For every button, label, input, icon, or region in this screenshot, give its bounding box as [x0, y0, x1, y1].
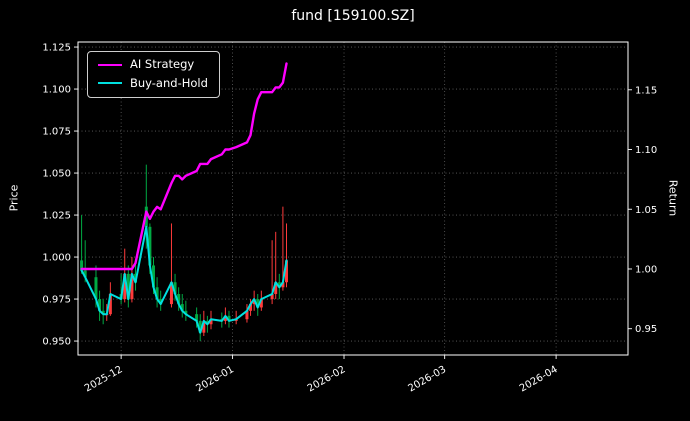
right-tick-label: 1.10 [635, 145, 657, 156]
left-tick-label: 1.075 [42, 127, 71, 138]
candle-body [80, 260, 84, 271]
candle-body [209, 319, 213, 325]
candle-body [94, 277, 98, 300]
candle-body [281, 282, 285, 288]
candle-body [83, 270, 87, 278]
candle-body [274, 282, 278, 295]
candle-body [130, 273, 134, 300]
left-tick-label: 1.025 [42, 211, 71, 222]
x-tick-label: 2026-03 [406, 364, 448, 394]
right-tick-label: 1.05 [635, 205, 657, 216]
x-tick-label: 2026-01 [194, 364, 236, 394]
chart-title: fund [159100.SZ] [291, 8, 415, 24]
candle-body [159, 299, 163, 305]
candle-body [202, 320, 206, 333]
candle-body [277, 282, 281, 288]
left-tick-label: 0.975 [42, 295, 71, 306]
ai-strategy-line-swatch [98, 63, 122, 66]
candle-body [180, 304, 184, 311]
candle-body [227, 315, 231, 321]
candle-body [177, 294, 181, 305]
x-tick-label: 2026-02 [306, 364, 348, 394]
right-tick-label: 1.00 [635, 264, 657, 275]
candle-body [98, 299, 102, 311]
left-tick-label: 1.125 [42, 43, 71, 54]
buy-and-hold-line-swatch [98, 82, 122, 85]
candle-body [173, 282, 177, 295]
left-tick-label: 1.050 [42, 169, 71, 180]
candle-body [169, 282, 173, 305]
candle-body [155, 287, 159, 300]
candle-body [101, 310, 105, 315]
candle-body [256, 299, 260, 308]
x-tick-label: 2026-04 [518, 364, 560, 394]
candle-body [148, 226, 152, 266]
candle-body [249, 304, 253, 311]
candle-body [223, 315, 227, 321]
series-line-buy-and-hold [80, 225, 288, 334]
left-tick-label: 0.950 [42, 337, 71, 348]
candle-body [245, 310, 249, 320]
axes-frame [77, 41, 629, 356]
candle-body [284, 260, 288, 283]
legend-label-buy-and-hold: Buy-and-Hold [130, 75, 208, 90]
candle-body [195, 314, 199, 321]
legend-label-ai-strategy: AI Strategy [130, 57, 195, 71]
right-axis-label: Return [666, 179, 680, 217]
legend-item-buy-and-hold: Buy-and-Hold [98, 75, 208, 90]
candle-body [270, 294, 274, 300]
series-line-ai-strategy [80, 62, 288, 271]
candle-body [151, 265, 155, 288]
candle-body [108, 294, 112, 315]
right-tick-label: 1.15 [635, 85, 657, 96]
candle-body [198, 320, 202, 333]
legend-item-ai-strategy: AI Strategy [98, 57, 208, 71]
candle-body [126, 273, 130, 300]
legend: AI Strategy Buy-and-Hold [87, 51, 220, 98]
candle-body [184, 310, 188, 315]
left-axis-label: Price [7, 184, 21, 212]
left-tick-label: 1.000 [42, 253, 71, 264]
candle-body [123, 273, 127, 300]
left-tick-label: 1.100 [42, 85, 71, 96]
right-tick-label: 0.95 [635, 324, 657, 335]
candle-body [259, 299, 263, 308]
x-tick-label: 2025-12 [83, 364, 125, 394]
